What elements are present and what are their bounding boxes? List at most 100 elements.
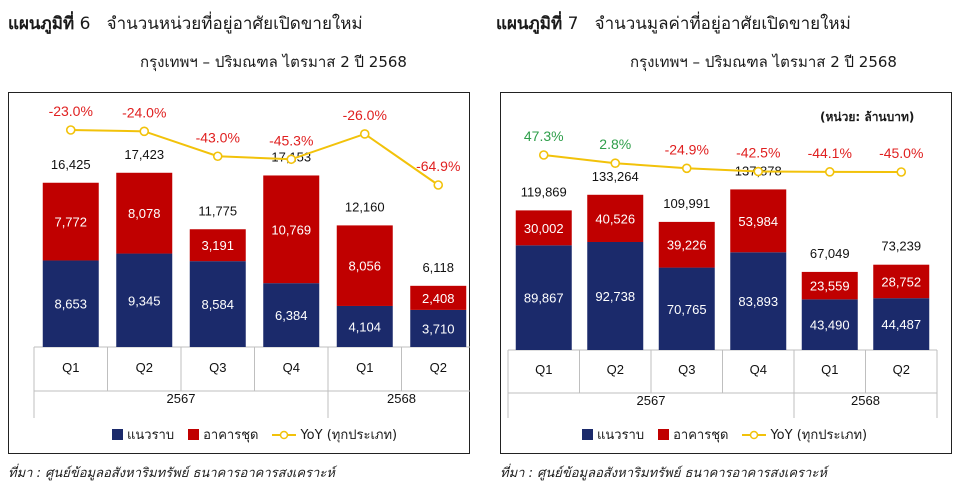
bar-high-rise: [410, 285, 467, 310]
data-label-total: 119,869: [521, 184, 567, 199]
yoy-point: [681, 163, 692, 174]
legend-swatch-yoy: [272, 430, 297, 439]
data-label-low-rise: 83,893: [738, 294, 778, 309]
bar-low-rise: [730, 252, 787, 350]
legend-swatch-yoy: [742, 430, 767, 439]
chart-legend: แนวราบ อาคารชุด YoY (ทุกประเภท): [112, 424, 407, 445]
data-label-high-rise: 40,526: [595, 211, 635, 226]
yoy-point: [139, 126, 150, 137]
yoy-point: [359, 129, 370, 139]
legend-label-high-rise: อาคารชุด: [673, 428, 729, 443]
tick-label-quarter: Q3: [209, 360, 226, 375]
yoy-label: -26.0%: [343, 107, 387, 123]
figure-number: 6: [79, 14, 91, 34]
data-label-high-rise: 10,769: [271, 222, 311, 237]
data-label-low-rise: 6,384: [275, 308, 308, 323]
yoy-label: -23.0%: [49, 103, 93, 119]
legend-label-high-rise: อาคารชุด: [203, 428, 259, 443]
data-label-low-rise: 43,490: [810, 318, 850, 333]
bar-low-rise: [801, 299, 858, 350]
data-label-high-rise: 3,191: [201, 238, 234, 253]
chart-panel-units: แผนภูมิที่ 6 จำนวนหน่วยที่อยู่อาศัยเปิดข…: [0, 0, 470, 499]
data-label-high-rise: 8,078: [128, 206, 161, 221]
yoy-label: 2.8%: [599, 136, 631, 152]
data-label-low-rise: 9,345: [128, 293, 161, 308]
bar-low-rise: [587, 241, 644, 350]
data-label-total: 12,160: [345, 199, 385, 214]
bar-high-rise: [587, 194, 644, 242]
chart-title: แผนภูมิที่ 6 จำนวนหน่วยที่อยู่อาศัยเปิดข…: [8, 10, 363, 37]
figure-number: 7: [567, 14, 579, 34]
bar-low-rise: [116, 253, 173, 347]
figure-label: แผนภูมิที่: [8, 14, 75, 34]
chart-frame: [500, 92, 952, 454]
bar-low-rise: [515, 245, 572, 350]
bar-high-rise: [263, 175, 320, 284]
tick-label-year: 2568: [851, 393, 880, 408]
bar-high-rise: [336, 225, 393, 306]
data-label-high-rise: 28,752: [881, 274, 921, 289]
bar-high-rise: [515, 210, 572, 246]
bar-low-rise: [658, 267, 715, 350]
chart-title-text: จำนวนมูลค่าที่อยู่อาศัยเปิดขายใหม่: [594, 14, 851, 34]
bar-high-rise: [189, 229, 246, 262]
tick-label-quarter: Q1: [62, 360, 79, 375]
yoy-point: [433, 180, 444, 190]
data-label-total: 16,425: [51, 157, 91, 172]
data-label-high-rise: 8,056: [348, 259, 381, 274]
figure-label: แผนภูมิที่: [496, 14, 563, 34]
yoy-point: [538, 150, 549, 160]
yoy-label: -43.0%: [196, 129, 240, 145]
legend-swatch-low-rise: [582, 429, 593, 440]
data-label-total: 6,118: [422, 260, 454, 275]
tick-label-quarter: Q3: [678, 362, 695, 377]
tick-label-year: 2567: [167, 391, 196, 406]
yoy-point: [753, 166, 764, 177]
tick-label-quarter: Q2: [607, 362, 624, 377]
legend-label-low-rise: แนวราบ: [597, 428, 645, 443]
legend-swatch-high-rise: [658, 429, 670, 440]
yoy-point: [65, 125, 76, 135]
legend-label-yoy: YoY (ทุกประเภท): [300, 428, 398, 443]
chart-subtitle: กรุงเทพฯ – ปริมณฑล ไตรมาส 2 ปี 2568: [630, 53, 897, 71]
data-label-total: 133,264: [592, 169, 639, 184]
chart-frame: [8, 92, 470, 454]
tick-label-quarter: Q2: [136, 360, 153, 375]
data-label-low-rise: 92,738: [595, 289, 635, 304]
stacked-bar-chart-value: 89,867 30,002 119,869 Q1 92,738 40,526 133,264…: [507, 128, 938, 418]
data-label-total: 109,991: [663, 196, 710, 211]
bar-high-rise: [116, 172, 173, 254]
data-label-high-rise: 39,226: [667, 238, 707, 253]
yoy-label: -44.1%: [808, 145, 852, 161]
bar-low-rise: [873, 298, 930, 350]
bar-high-rise: [42, 182, 99, 261]
chart-legend: แนวราบ อาคารชุด YoY (ทุกประเภท): [582, 424, 877, 445]
yoy-line: [543, 154, 902, 173]
bar-high-rise: [658, 221, 715, 268]
data-label-high-rise: 23,559: [810, 279, 850, 294]
data-label-low-rise: 44,487: [881, 317, 921, 332]
chart-title: แผนภูมิที่ 7 จำนวนมูลค่าที่อยู่อาศัยเปิด…: [496, 10, 851, 37]
bar-high-rise: [873, 264, 930, 299]
data-label-low-rise: 89,867: [524, 291, 564, 306]
yoy-label: -64.9%: [416, 158, 460, 174]
data-label-high-rise: 30,002: [524, 221, 564, 236]
yoy-point: [896, 167, 907, 177]
bar-low-rise: [189, 261, 246, 347]
yoy-point: [610, 158, 621, 168]
chart-subtitle: กรุงเทพฯ – ปริมณฑล ไตรมาส 2 ปี 2568: [140, 53, 407, 71]
yoy-point: [212, 151, 223, 162]
data-label-high-rise: 7,772: [54, 215, 87, 230]
yoy-point: [286, 154, 297, 165]
tick-label-quarter: Q1: [535, 362, 552, 377]
data-label-low-rise: 8,584: [201, 297, 234, 312]
data-label-high-rise: 2,408: [422, 291, 455, 306]
unit-note: (หน่วย: ล้านบาท): [820, 110, 915, 124]
bar-low-rise: [42, 260, 99, 347]
tick-label-year: 2567: [637, 393, 666, 408]
source-note: ที่มา : ศูนย์ข้อมูลอสังหาริมทรัพย์ ธนาคา…: [500, 466, 827, 481]
tick-label-year: 2568: [387, 391, 416, 406]
legend-swatch-low-rise: [112, 429, 123, 440]
yoy-label: -24.9%: [665, 141, 709, 157]
data-label-low-rise: 4,104: [348, 319, 381, 334]
